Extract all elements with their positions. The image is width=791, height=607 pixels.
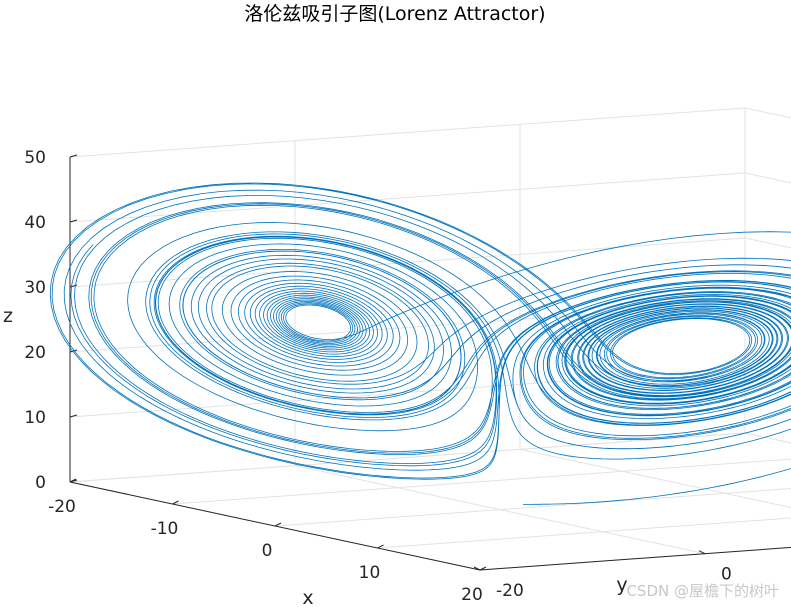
back-wall-grid-line [744,432,791,444]
y-tick-label: -20 [496,581,524,601]
floor-grid-line [519,448,791,509]
y-tick-mark [698,550,706,555]
y-tick-mark [473,566,481,571]
z-tick-mark [69,414,78,418]
axes [69,154,791,571]
y-tick-label: 0 [721,565,732,585]
watermark: CSDN @屋檐下的树叶 [626,582,779,600]
z-tick-label: 40 [24,213,46,233]
y-axis-line [479,546,791,571]
z-tick-label: 30 [24,278,46,298]
z-tick-mark [69,349,78,353]
z-tick-mark [69,219,78,223]
x-tick-label: 10 [359,563,381,583]
x-axis-label: x [302,587,313,607]
z-tick-label: 0 [35,473,46,493]
floor-grid-line [377,517,791,549]
side-wall-grid-line [69,237,746,288]
x-tick-label: -10 [151,519,179,539]
x-tick-label: 20 [461,585,483,605]
x-tick-mark [172,500,179,505]
z-tick-mark [69,284,78,288]
floor-grid-line [274,488,791,527]
z-tick-label: 10 [24,408,46,428]
z-tick-mark [69,154,78,158]
floor-grid-line [172,458,791,505]
side-wall-grid-line [69,172,746,223]
floor-grid-line [294,465,706,555]
x-tick-mark [377,544,384,549]
z-axis-label: z [3,305,13,327]
z-tick-label: 20 [24,343,46,363]
x-tick-label: -20 [48,497,76,517]
back-wall-grid-line [744,107,791,119]
chart-title: 洛伦兹吸引子图(Lorenz Attractor) [244,3,545,25]
x-tick-mark [479,566,487,571]
x-tick-mark [274,522,282,527]
z-tick-label: 50 [24,148,46,168]
lorenz-trajectory [49,182,791,505]
back-wall-grid-line [744,172,791,184]
z-tick-mark [69,479,78,483]
floor-grid-line [744,432,791,444]
side-wall-grid-line [69,432,746,483]
side-wall-grid-line [69,107,746,158]
y-axis-label: y [616,574,627,596]
x-tick-label: 0 [262,541,273,561]
floor-grid-line [479,546,791,571]
